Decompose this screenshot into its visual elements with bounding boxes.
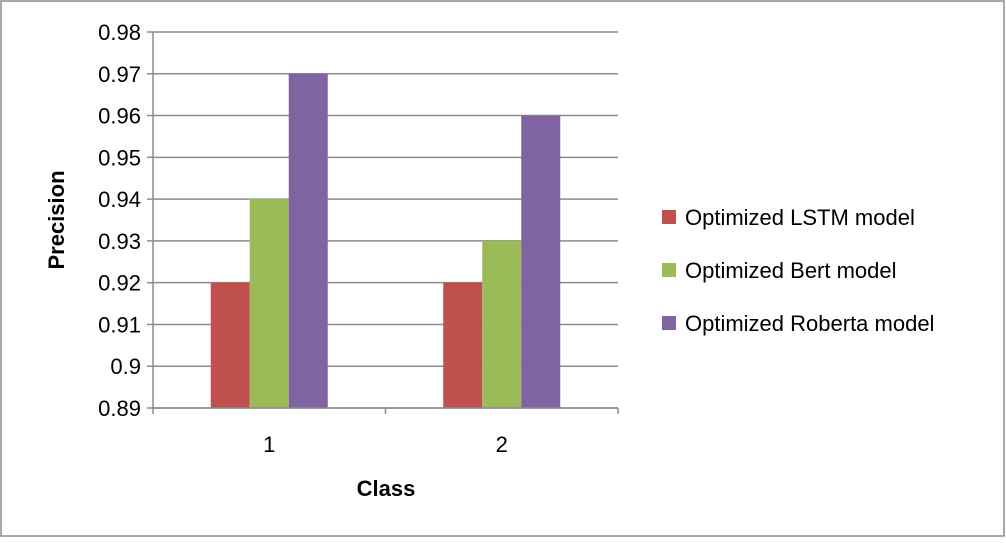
y-tick-label: 0.9 [110,354,141,379]
y-tick-label: 0.92 [98,271,141,296]
bars [210,73,561,409]
legend-swatch [662,316,676,330]
legend-label: Optimized Bert model [685,258,897,283]
legend-label: Optimized Roberta model [685,311,934,336]
bar [482,240,522,408]
y-tick-label: 0.93 [98,229,141,254]
bar [210,282,250,408]
x-axis-title: Class [357,476,416,501]
x-tick-label: 1 [263,432,275,457]
x-tick-label: 2 [496,432,508,457]
axes [152,32,619,414]
y-tick-label: 0.96 [98,104,141,129]
y-tick-label: 0.94 [98,187,141,212]
y-axis-title: Precision [44,170,69,269]
bar [521,115,561,409]
legend-label: Optimized LSTM model [685,205,915,230]
legend-swatch [662,210,676,224]
bar [249,199,289,408]
y-tick-label: 0.97 [98,62,141,87]
legend: Optimized LSTM model Optimized Bert model… [662,205,934,336]
y-tick-label: 0.98 [98,20,141,45]
legend-swatch [662,263,676,277]
y-tick-label: 0.95 [98,145,141,170]
y-tick-label: 0.91 [98,312,141,337]
y-tick-label: 0.89 [98,396,141,421]
bar [443,282,483,408]
y-tick-labels: 0.89 0.9 0.91 0.92 0.93 0.94 0.95 0.96 0.97 0.98 [98,20,141,421]
bar [288,73,328,409]
